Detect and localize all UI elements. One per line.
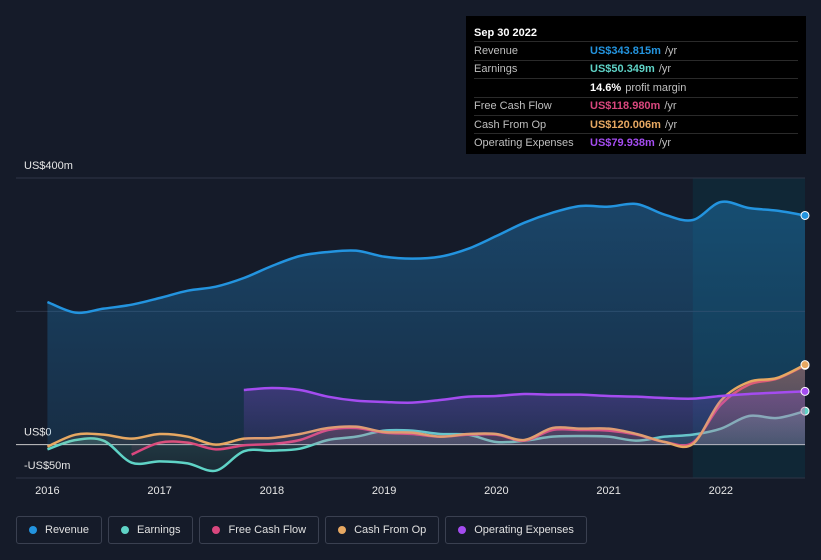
tooltip-date: Sep 30 2022 — [474, 24, 798, 43]
tooltip-value: US$120.006m — [590, 118, 661, 131]
x-tick-label: 2021 — [596, 485, 620, 497]
y-tick-label: -US$50m — [24, 460, 70, 472]
tooltip: Sep 30 2022 Revenue US$343.815m/yr Earning… — [466, 16, 806, 154]
legend-label: Earnings — [137, 524, 181, 536]
x-tick-label: 2017 — [147, 485, 171, 497]
legend: Revenue Earnings Free Cash Flow Cash From O… — [16, 516, 587, 544]
x-tick-label: 2020 — [484, 485, 508, 497]
x-tick-label: 2016 — [35, 485, 59, 497]
margin-value: 14.6% — [590, 81, 622, 94]
tooltip-row: Earnings US$50.349m/yr — [474, 61, 798, 80]
legend-item[interactable]: Free Cash Flow — [199, 516, 320, 544]
tooltip-label: Cash From Op — [474, 118, 547, 131]
series-line — [46, 200, 806, 315]
legend-item[interactable]: Cash From Op — [325, 516, 440, 544]
x-tick-label: 2018 — [260, 485, 284, 497]
tooltip-label: Earnings — [474, 63, 518, 76]
tooltip-row: Operating Expenses US$79.938m/yr — [474, 134, 798, 151]
series-area — [47, 201, 806, 445]
legend-item[interactable]: Earnings — [108, 516, 194, 544]
tooltip-label: Revenue — [474, 45, 519, 58]
legend-item[interactable]: Revenue — [16, 516, 103, 544]
y-tick-label: US$0 — [24, 427, 52, 439]
legend-item[interactable]: Operating Expenses — [445, 516, 587, 544]
legend-dot — [212, 526, 221, 534]
series-line — [243, 386, 806, 405]
tooltip-unit: /yr — [664, 100, 677, 113]
tooltip-row: 14.6% profit margin — [474, 79, 798, 98]
tooltip-value: US$79.938m — [590, 137, 655, 150]
end-point — [800, 210, 810, 220]
y-tick-label: US$400m — [24, 160, 73, 172]
x-tick-label: 2019 — [372, 485, 396, 497]
tooltip-unit: /yr — [658, 137, 672, 150]
end-point — [800, 386, 810, 396]
legend-dot — [458, 526, 467, 534]
x-tick-label: 2022 — [709, 485, 733, 497]
legend-label: Free Cash Flow — [228, 524, 307, 536]
tooltip-unit: /yr — [664, 118, 678, 131]
tooltip-row: Revenue US$343.815m/yr — [474, 42, 798, 61]
tooltip-row: Cash From Op US$120.006m/yr — [474, 116, 798, 135]
legend-dot — [29, 526, 37, 534]
end-point — [800, 360, 810, 370]
tooltip-unit: /yr — [664, 45, 678, 58]
tooltip-value: US$343.815m — [590, 45, 661, 58]
tooltip-unit: /yr — [658, 63, 672, 76]
legend-label: Revenue — [45, 524, 90, 536]
tooltip-label: Free Cash Flow — [474, 100, 552, 113]
tooltip-value: US$118.980m — [590, 100, 661, 113]
legend-dot — [121, 526, 130, 534]
legend-label: Cash From Op — [354, 524, 427, 536]
legend-label: Operating Expenses — [474, 524, 574, 536]
chart: US$400m US$0 -US$50m 2016 2017 2018 2019 2020 20… — [16, 160, 810, 497]
margin-label: profit margin — [625, 81, 687, 94]
legend-dot — [338, 526, 347, 534]
tooltip-value: US$50.349m — [590, 63, 655, 76]
tooltip-label: Operating Expenses — [474, 137, 574, 150]
tooltip-row: Free Cash Flow US$118.980m/yr — [474, 98, 798, 116]
